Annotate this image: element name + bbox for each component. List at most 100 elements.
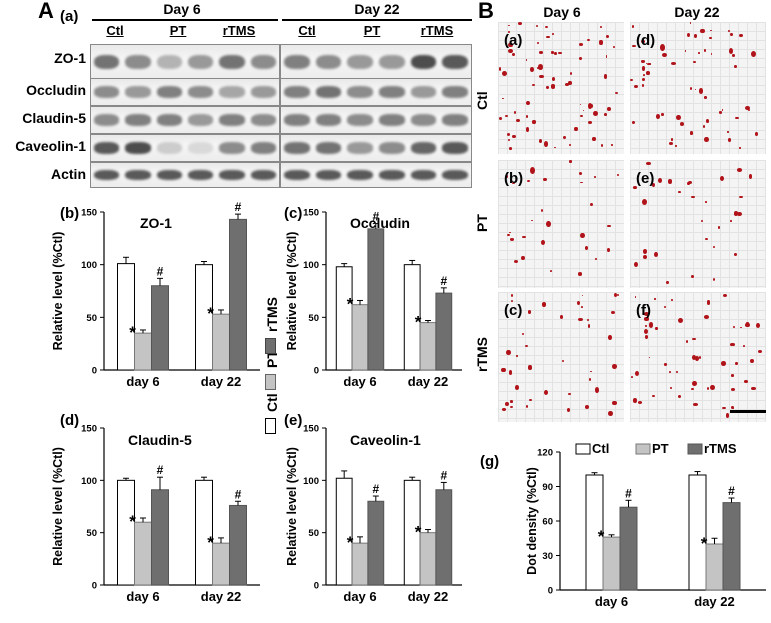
y-axis-label: Relative level (%Ctl) <box>285 232 299 351</box>
blot-d22-ctl-label: Ctl <box>298 23 316 38</box>
blot-label-occludin: Occludin <box>26 82 86 98</box>
immunoreactive-dot <box>654 252 658 258</box>
blot-label-actin: Actin <box>51 166 86 182</box>
immunoreactive-dot <box>705 201 707 203</box>
chart-dot-density: 0 30 60 90 120 Dot density (%Ctl) (g) * # day 6 * #… <box>476 432 771 623</box>
immunoreactive-dot <box>630 78 633 82</box>
immunoreactive-dot <box>610 310 616 315</box>
immunoreactive-dot <box>605 55 608 58</box>
immunoreactive-dot <box>507 30 510 33</box>
immunoreactive-dot <box>641 60 646 63</box>
immunoreactive-dot <box>512 135 516 139</box>
immunoreactive-dot <box>659 44 665 51</box>
blot-band <box>315 114 342 126</box>
immunoreactive-dot <box>644 311 649 316</box>
immunoreactive-dot <box>646 161 652 166</box>
chart-panel-letter: (d) <box>60 412 79 429</box>
immunoreactive-dot <box>577 301 581 306</box>
immunoreactive-dot <box>730 342 735 346</box>
immunoreactive-dot <box>755 322 760 328</box>
immunoreactive-dot <box>644 335 649 340</box>
immunoreactive-dot <box>632 398 638 403</box>
immunoreactive-dot <box>704 137 709 143</box>
immunoreactive-dot <box>698 355 701 359</box>
immunoreactive-dot <box>580 181 584 184</box>
chart-panel-letter: (b) <box>60 205 79 222</box>
immunoreactive-dot <box>722 294 728 298</box>
immunoreactive-dot <box>670 138 674 141</box>
significance-hash: # <box>235 487 242 501</box>
immunoreactive-dot <box>751 386 757 391</box>
blot-band <box>219 54 245 70</box>
immunoreactive-dot <box>749 174 753 179</box>
bar-rtms <box>367 228 385 371</box>
immunoreactive-dot <box>721 361 726 366</box>
bar-rtms <box>435 489 453 586</box>
blot-band <box>284 54 310 70</box>
immunoreactive-dot <box>510 293 513 297</box>
immunoreactive-dot <box>679 121 685 126</box>
blot-band <box>442 54 468 70</box>
x-category-label: day 22 <box>694 594 734 609</box>
immunoreactive-dot <box>541 302 547 307</box>
immunoreactive-dot <box>508 48 513 53</box>
immunoreactive-dot <box>694 89 697 91</box>
immunoreactive-dot <box>501 408 507 411</box>
significance-hash: # <box>625 486 632 500</box>
micro-day22-header: Day 22 <box>674 4 720 20</box>
immunoreactive-dot <box>514 259 519 263</box>
blot-strip-occludin-d22 <box>280 78 472 106</box>
immunoreactive-dot <box>511 52 516 57</box>
immunoreactive-dot <box>579 103 582 106</box>
blot-band <box>347 142 373 154</box>
y-tick-label: 150 <box>81 208 97 219</box>
immunoreactive-dot <box>505 115 508 118</box>
immunoreactive-dot <box>676 115 682 121</box>
blot-strip-zo1-d6 <box>90 44 280 80</box>
y-tick-label: 60 <box>542 517 553 528</box>
immunoreactive-dot <box>593 176 596 178</box>
immunoreactive-dot <box>744 105 750 110</box>
immunoreactive-dot <box>540 209 544 213</box>
x-category-label: day 6 <box>126 589 159 604</box>
chart-svg: 0 50 100 150 Relative level (%Ctl) (c) Occludi… <box>284 205 462 389</box>
y-tick-label: 0 <box>92 366 97 377</box>
bar-pt <box>212 542 230 586</box>
immunoreactive-dot <box>543 178 547 182</box>
immunoreactive-dot <box>721 109 724 112</box>
immunoreactive-dot <box>516 355 519 357</box>
blot-band <box>188 54 214 70</box>
immunoreactive-dot <box>514 385 520 391</box>
immunoreactive-dot <box>691 355 696 361</box>
legend-ctl-swatch <box>265 418 276 434</box>
immunoreactive-dot <box>733 64 738 69</box>
immunoreactive-dot <box>592 111 598 117</box>
immunoreactive-dot <box>646 71 650 75</box>
immunoreactive-dot <box>658 177 662 183</box>
legend-vertical: Ctl PT rTMS <box>262 250 284 440</box>
blot-day6-underline <box>92 19 278 21</box>
y-tick-label: 50 <box>308 528 319 539</box>
blot-band <box>94 142 120 154</box>
immunoreactive-dot <box>704 96 707 99</box>
y-tick-label: 90 <box>542 482 553 493</box>
blot-strip-zo1-d22 <box>280 44 472 80</box>
chart-svg: 0 30 60 90 120 Dot density (%Ctl) (g) * # day 6 * #… <box>480 441 766 609</box>
immunoreactive-dot <box>552 77 556 82</box>
legend-label-pt: PT <box>652 441 669 456</box>
significance-star: * <box>701 534 708 553</box>
immunoreactive-dot <box>505 401 510 407</box>
immunoreactive-dot <box>670 387 672 390</box>
significance-hash: # <box>728 484 735 498</box>
immunoreactive-dot <box>498 67 502 71</box>
immunoreactive-dot <box>697 52 701 54</box>
significance-star: * <box>415 313 422 332</box>
immunoreactive-dot <box>529 167 535 174</box>
bar-ctl <box>335 266 353 371</box>
blot-band <box>188 86 214 98</box>
bar-rtms <box>367 500 385 586</box>
blot-label-caveolin1: Caveolin-1 <box>15 138 86 154</box>
immunoreactive-dot <box>675 145 677 147</box>
immunoreactive-dot <box>693 33 698 38</box>
immunoreactive-dot <box>531 83 535 86</box>
